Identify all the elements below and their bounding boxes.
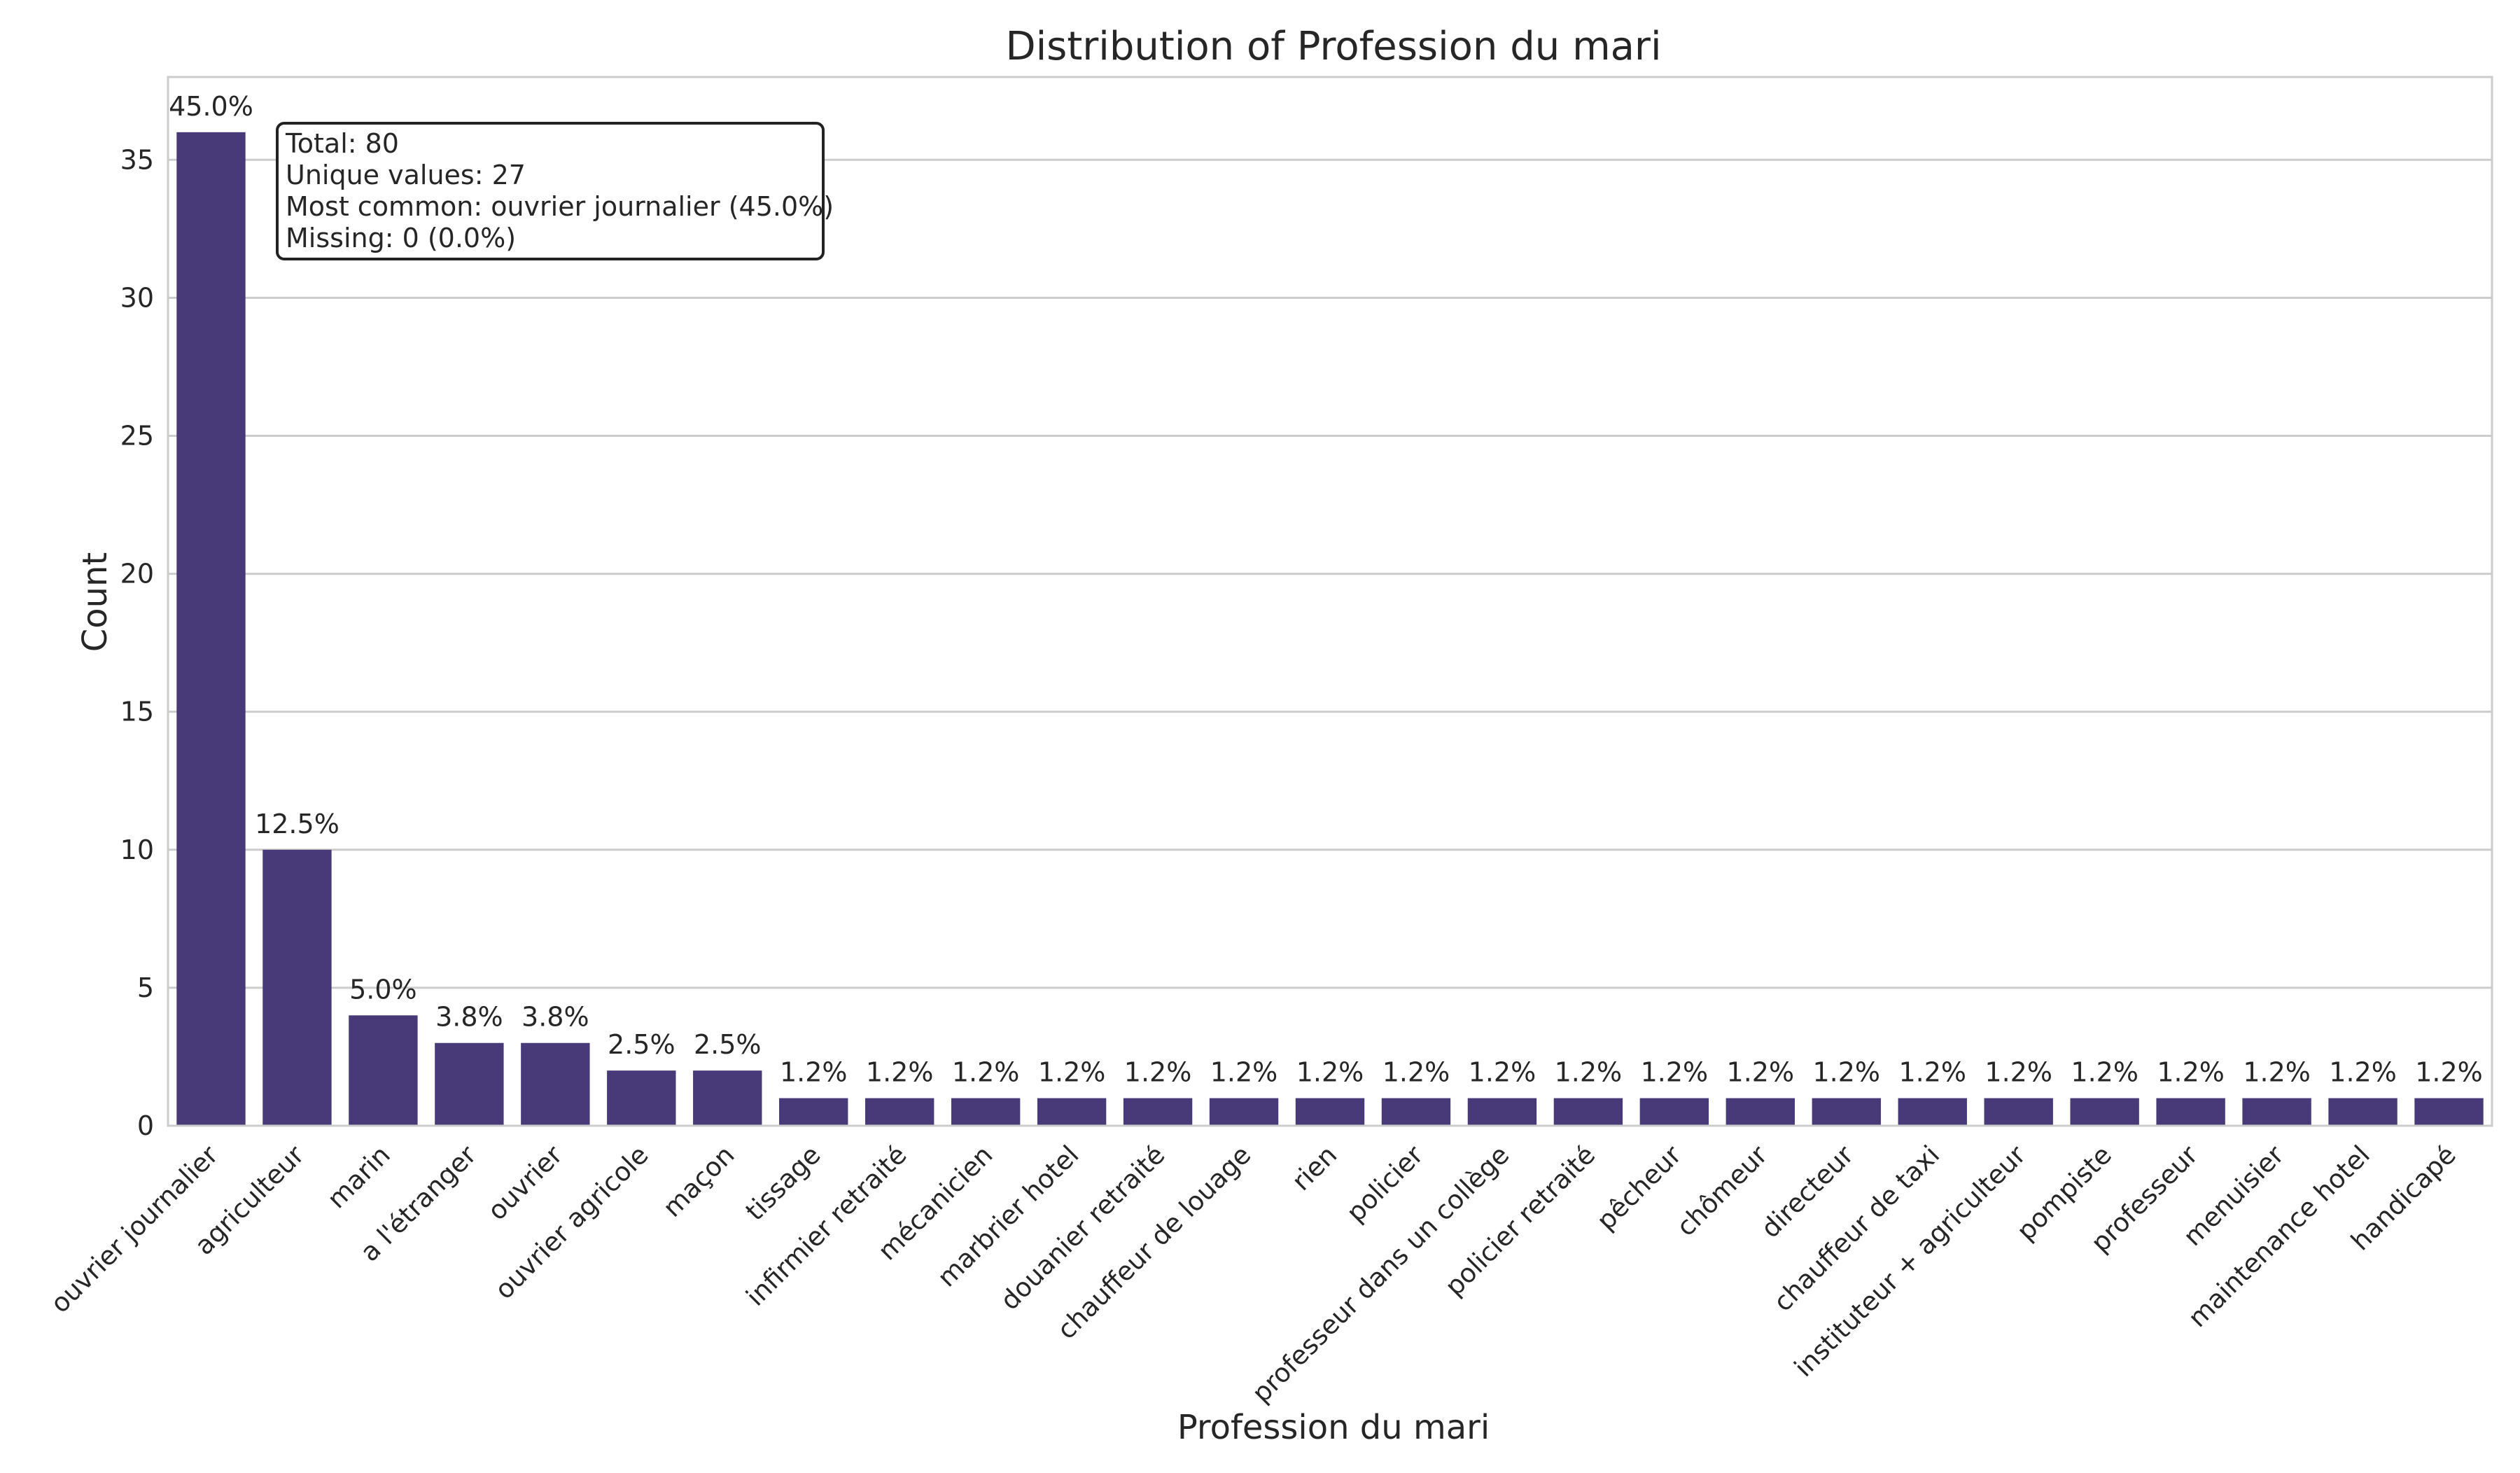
data-labels: 45.0% 12.5% 5.0% 3.8% 3.8% 2.5% 2.5% 1.2% 1.2% 1.… bbox=[169, 91, 2483, 1088]
bar bbox=[1984, 1098, 2053, 1126]
bar-data-label: 1.2% bbox=[2415, 1057, 2483, 1088]
bar-data-label: 1.2% bbox=[1727, 1057, 1795, 1088]
bar-data-label: 1.2% bbox=[1555, 1057, 1623, 1088]
bar-data-label: 2.5% bbox=[608, 1029, 676, 1060]
y-tick-label: 20 bbox=[120, 559, 154, 589]
y-axis-ticks: 0 5 10 15 20 25 30 35 bbox=[120, 144, 154, 1141]
y-tick-label: 0 bbox=[137, 1110, 154, 1141]
bar bbox=[1812, 1098, 1881, 1126]
gridlines bbox=[168, 158, 2492, 1127]
x-tick-label: chômeur bbox=[1671, 1139, 1774, 1242]
bar bbox=[1037, 1098, 1107, 1126]
bar-data-label: 3.8% bbox=[435, 1002, 503, 1033]
bar-data-label: 1.2% bbox=[2243, 1057, 2311, 1088]
bar-data-label: 1.2% bbox=[1813, 1057, 1881, 1088]
bar-data-label: 5.0% bbox=[349, 974, 417, 1005]
bar-data-label: 12.5% bbox=[255, 809, 340, 839]
bar-data-label: 1.2% bbox=[1124, 1057, 1192, 1088]
bar bbox=[779, 1098, 848, 1126]
bar-data-label: 2.5% bbox=[694, 1029, 762, 1060]
x-tick-label: maçon bbox=[657, 1140, 741, 1223]
x-tick-label: ouvrier bbox=[482, 1139, 568, 1226]
y-tick-label: 25 bbox=[120, 420, 154, 451]
bar bbox=[262, 849, 332, 1126]
bar bbox=[2242, 1098, 2311, 1126]
bar-data-label: 1.2% bbox=[1469, 1057, 1536, 1088]
bar bbox=[176, 132, 246, 1126]
bars bbox=[176, 132, 2484, 1126]
bar bbox=[2328, 1098, 2398, 1126]
y-tick-label: 35 bbox=[120, 144, 154, 175]
bar-data-label: 1.2% bbox=[952, 1057, 1020, 1088]
bar bbox=[1295, 1098, 1365, 1126]
stats-line-total: Total: 80 bbox=[285, 128, 399, 159]
plot-frame bbox=[167, 76, 2493, 1127]
bar-data-label: 1.2% bbox=[2329, 1057, 2397, 1088]
bar bbox=[435, 1042, 504, 1126]
bar-data-label: 1.2% bbox=[2157, 1057, 2225, 1088]
x-tick-label: douanier retraité bbox=[995, 1140, 1171, 1316]
stats-line-missing: Missing: 0 (0.0%) bbox=[286, 223, 516, 253]
bar bbox=[1467, 1098, 1537, 1126]
stats-line-most-common: Most common: ouvrier journalier (45.0%) bbox=[286, 191, 834, 222]
y-tick-label: 5 bbox=[137, 972, 154, 1003]
y-tick-label: 30 bbox=[120, 282, 154, 313]
bar bbox=[1553, 1098, 1623, 1126]
bar bbox=[1381, 1098, 1451, 1126]
x-tick-label: policier bbox=[1340, 1139, 1429, 1228]
bar bbox=[1639, 1098, 1709, 1126]
x-axis-label: Profession du mari bbox=[1177, 1408, 1490, 1447]
bar bbox=[1726, 1098, 1795, 1126]
stats-line-unique: Unique values: 27 bbox=[286, 160, 526, 190]
y-axis-label: Count bbox=[76, 552, 115, 652]
x-tick-label: marin bbox=[321, 1140, 396, 1215]
x-tick-label: rien bbox=[1286, 1140, 1343, 1196]
bar bbox=[1898, 1098, 1967, 1126]
bar-data-label: 1.2% bbox=[1296, 1057, 1364, 1088]
bar-data-label: 1.2% bbox=[1984, 1057, 2052, 1088]
x-tick-label: ouvrier agricole bbox=[489, 1140, 654, 1305]
bar bbox=[1209, 1098, 1279, 1126]
bar-data-label: 1.2% bbox=[1382, 1057, 1450, 1088]
stats-box bbox=[276, 122, 825, 260]
bar-data-label: 3.8% bbox=[522, 1002, 589, 1033]
x-tick-label: policier retraité bbox=[1439, 1140, 1601, 1301]
bar bbox=[607, 1070, 676, 1126]
bar-data-label: 45.0% bbox=[169, 91, 253, 122]
bar bbox=[521, 1042, 590, 1126]
bar bbox=[349, 1015, 418, 1126]
y-tick-label: 10 bbox=[120, 835, 154, 865]
bar-data-label: 1.2% bbox=[866, 1057, 934, 1088]
bar bbox=[693, 1070, 762, 1126]
bar bbox=[2414, 1098, 2484, 1126]
y-tick-label: 15 bbox=[120, 697, 154, 727]
bar-data-label: 1.2% bbox=[1210, 1057, 1278, 1088]
bar bbox=[951, 1098, 1021, 1126]
bar-data-label: 1.2% bbox=[2071, 1057, 2138, 1088]
x-tick-label: tissage bbox=[740, 1140, 827, 1227]
bar-data-label: 1.2% bbox=[780, 1057, 848, 1088]
bar-data-label: 1.2% bbox=[1641, 1057, 1709, 1088]
x-tick-label: chauffeur de taxi bbox=[1768, 1140, 1945, 1318]
x-tick-label: ouvrier journalier bbox=[45, 1139, 224, 1318]
bar-data-label: 1.2% bbox=[1898, 1057, 1966, 1088]
chart-title: Distribution of Profession du mari bbox=[1005, 24, 1661, 69]
bar-data-label: 1.2% bbox=[1038, 1057, 1106, 1088]
x-tick-label: infirmier retraité bbox=[741, 1140, 913, 1312]
bar bbox=[2156, 1098, 2225, 1126]
bar bbox=[2070, 1098, 2139, 1126]
bar bbox=[865, 1098, 934, 1126]
bar bbox=[1123, 1098, 1193, 1126]
stats-annotation: Total: 80 Unique values: 27 Most common:… bbox=[276, 122, 834, 260]
